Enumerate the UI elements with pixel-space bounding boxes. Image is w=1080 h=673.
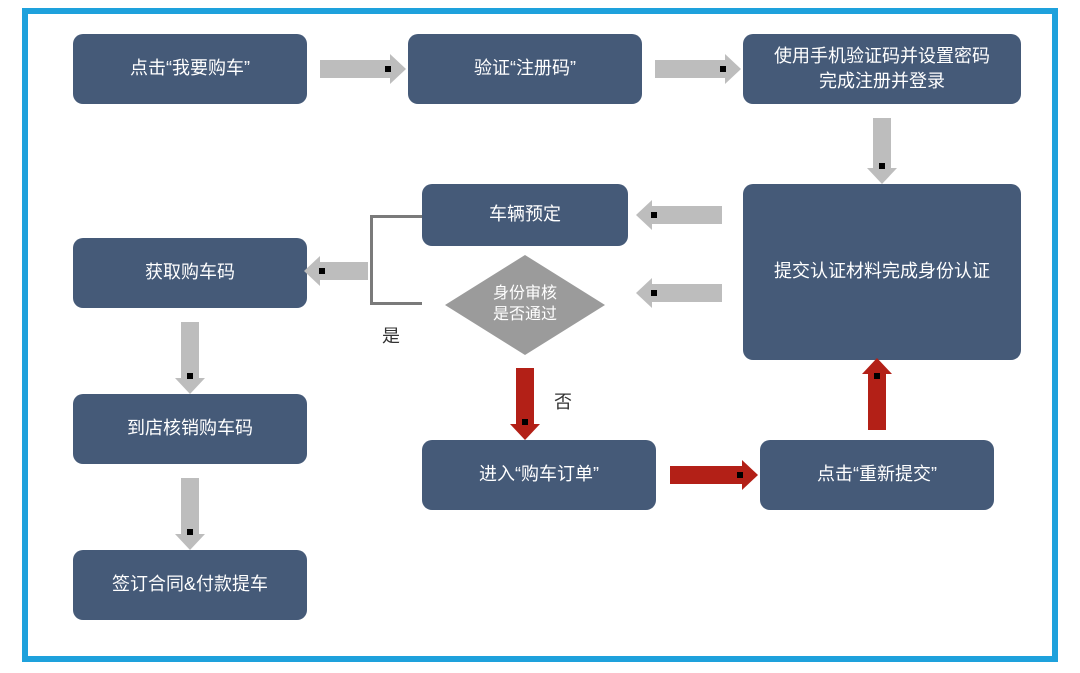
- node-label: 进入“购车订单”: [479, 462, 599, 487]
- edge-label-yes: 是: [382, 322, 400, 348]
- arrow-a3: [873, 118, 891, 168]
- node-label: 验证“注册码”: [474, 56, 576, 81]
- node-enter-order: 进入“购车订单”: [422, 440, 656, 510]
- node-resubmit: 点击“重新提交”: [760, 440, 994, 510]
- node-submit-identity: 提交认证材料完成身份认证: [743, 184, 1021, 360]
- node-vehicle-reserve: 车辆预定: [422, 184, 628, 246]
- node-label: 使用手机验证码并设置密码 完成注册并登录: [774, 44, 990, 94]
- arrow-a5: [652, 284, 722, 302]
- edge-label-no: 否: [554, 388, 572, 414]
- node-label: 点击“重新提交”: [817, 462, 937, 487]
- decision-label: 身份审核 是否通过: [493, 284, 557, 326]
- node-verify-at-store: 到店核销购车码: [73, 394, 307, 464]
- node-label: 点击“我要购车”: [130, 56, 250, 81]
- node-label: 车辆预定: [489, 202, 561, 227]
- node-click-buy: 点击“我要购车”: [73, 34, 307, 104]
- node-get-code: 获取购车码: [73, 238, 307, 308]
- node-label: 签订合同&付款提车: [112, 572, 268, 597]
- merge-bracket: [370, 215, 422, 305]
- node-sign-pay: 签订合同&付款提车: [73, 550, 307, 620]
- arrow-a1: [320, 60, 390, 78]
- arrow-a8: [181, 478, 199, 534]
- decision-identity-pass: 身份审核 是否通过: [445, 255, 605, 355]
- node-register-login: 使用手机验证码并设置密码 完成注册并登录: [743, 34, 1021, 104]
- node-label: 提交认证材料完成身份认证: [774, 259, 990, 284]
- arrow-a7: [181, 322, 199, 378]
- arrow-a11: [868, 374, 886, 430]
- node-verify-code: 验证“注册码”: [408, 34, 642, 104]
- arrow-a10: [670, 466, 742, 484]
- arrow-a2: [655, 60, 725, 78]
- arrow-a6: [320, 262, 368, 280]
- arrow-a4: [652, 206, 722, 224]
- arrow-a9: [516, 368, 534, 424]
- node-label: 获取购车码: [145, 260, 235, 285]
- node-label: 到店核销购车码: [127, 416, 253, 441]
